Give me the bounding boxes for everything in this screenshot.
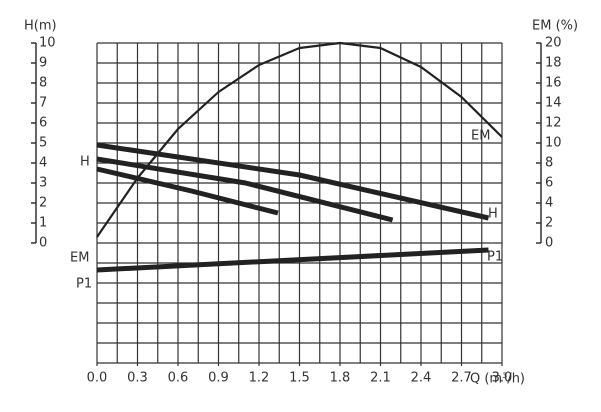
x-tick-label: 1.5 [289, 371, 310, 386]
series-line [96, 166, 279, 216]
series-line [96, 156, 394, 223]
x-tick-label: 0.9 [208, 371, 229, 386]
curve-label: H [80, 155, 90, 170]
series-line [96, 41, 503, 238]
curve-label: EM [70, 251, 89, 266]
y-tick-label: 3 [39, 176, 47, 191]
x-tick-label: 0.3 [127, 371, 148, 386]
y-tick-label: 5 [39, 136, 47, 151]
y-tick-label: 1 [39, 216, 47, 231]
y2-tick-label: 20 [545, 36, 562, 51]
y-tick-label: 6 [39, 116, 47, 131]
y2-tick-label: 8 [545, 156, 553, 171]
y2-tick-label: 2 [545, 216, 553, 231]
y2-tick-label: 4 [545, 196, 553, 211]
y-tick-label: 4 [39, 156, 47, 171]
y2-tick-label: 14 [545, 96, 562, 111]
x-tick-label: 2.1 [370, 371, 391, 386]
y-tick-label: 2 [39, 196, 47, 211]
y2-tick-label: 12 [545, 116, 562, 131]
y2-tick-label: 0 [545, 236, 553, 251]
y2-tick-label: 6 [545, 176, 553, 191]
y2-tick-label: 10 [545, 136, 562, 151]
y2-tick-label: 18 [545, 56, 562, 71]
x-tick-label: 0.0 [87, 371, 108, 386]
x-tick-label: 0.6 [168, 371, 189, 386]
x-tick-label: 2.4 [411, 371, 432, 386]
curve-label: P1 [76, 277, 92, 292]
x-tick-label: 3.0 [492, 371, 513, 386]
x-tick-label: 2.7 [451, 371, 472, 386]
series-line [96, 142, 490, 221]
y-tick-label: 10 [39, 36, 56, 51]
y-tick-label: 0 [39, 236, 47, 251]
y-tick-label: 9 [39, 56, 47, 71]
y2-tick-label: 16 [545, 76, 562, 91]
y-tick-label: 8 [39, 76, 47, 91]
y-tick-label: 7 [39, 96, 47, 111]
curve-label: P1 [487, 250, 503, 265]
curve-label: EM [471, 129, 490, 144]
y-axis-title: H(m) [24, 19, 57, 34]
series-line [96, 247, 489, 273]
x-tick-label: 1.2 [249, 371, 270, 386]
x-axis-title: Q (m³/h) [470, 372, 525, 387]
curve-label: H [488, 207, 498, 222]
x-tick-label: 1.8 [330, 371, 351, 386]
y2-axis-title: EM (%) [532, 19, 578, 34]
